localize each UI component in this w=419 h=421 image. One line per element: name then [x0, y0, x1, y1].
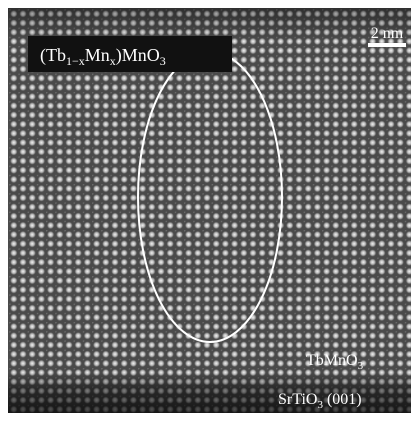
text-part: 1−x: [66, 54, 85, 68]
scale-bar: [368, 43, 406, 47]
phase-label: (Tb1−xMnx)MnO3: [40, 45, 166, 68]
scale-bar-label: 2 nm: [371, 25, 404, 42]
text-part: (001): [323, 391, 362, 408]
text-part: SrTiO: [278, 391, 317, 408]
text-part: Mn: [85, 45, 110, 65]
text-part: (Tb: [40, 45, 66, 66]
micrograph: (Tb1−xMnx)MnO3 2 nm TbMnO3 SrTiO3 (001): [0, 0, 419, 421]
text-part: )MnO: [116, 45, 160, 66]
text-part: 3: [358, 360, 364, 372]
text-part: TbMnO: [306, 352, 358, 369]
text-part: 3: [160, 54, 166, 68]
